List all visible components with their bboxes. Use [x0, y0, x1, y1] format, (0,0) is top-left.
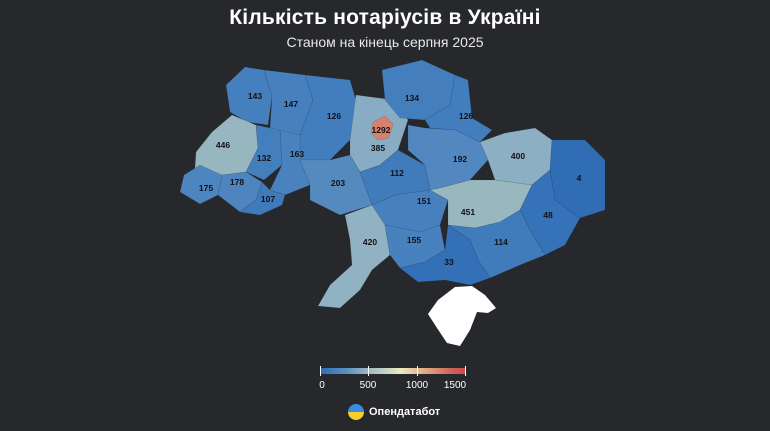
label-sumy: 126	[459, 111, 473, 121]
label-ivano-frankivsk: 178	[230, 177, 244, 187]
label-mykolaiv: 155	[407, 235, 421, 245]
label-lviv: 446	[216, 140, 230, 150]
label-kherson: 33	[444, 257, 454, 267]
label-zhytomyr: 126	[327, 111, 341, 121]
label-ternopil: 132	[257, 153, 271, 163]
region-zaporizhzhia	[447, 209, 546, 279]
opendatabot-logo-icon	[348, 404, 364, 420]
legend-tick-0	[320, 366, 321, 376]
label-cherkasy: 112	[390, 168, 404, 178]
region-khmelnytskyi	[269, 129, 311, 196]
label-rivne: 147	[284, 99, 298, 109]
label-luhansk: 4	[577, 173, 582, 183]
brand: Опендатабот	[348, 404, 440, 420]
label-kyiv-oblast: 385	[371, 143, 385, 153]
crimea	[428, 286, 496, 346]
label-kirovohrad: 151	[417, 196, 431, 206]
color-scale-legend	[320, 368, 466, 374]
label-vinnytsia: 203	[331, 178, 345, 188]
region-volyn	[225, 66, 273, 126]
label-kyiv-city: 1292	[372, 125, 391, 135]
legend-label-0: 0	[319, 380, 325, 391]
label-odesa: 420	[363, 237, 377, 247]
region-kyiv-city	[370, 115, 394, 141]
brand-name: Опендатабот	[369, 406, 441, 418]
label-volyn: 143	[248, 91, 262, 101]
label-khmelnytskyi: 163	[290, 149, 304, 159]
legend-label-1000: 1000	[405, 380, 429, 391]
label-chernivtsi: 107	[261, 194, 275, 204]
label-kharkiv: 400	[511, 151, 525, 161]
label-zakarpattia: 175	[199, 183, 213, 193]
map-subtitle: Станом на кінець серпня 2025	[286, 34, 484, 50]
label-poltava: 192	[453, 154, 467, 164]
label-donetsk: 48	[543, 210, 553, 220]
label-zaporizhzhia: 114	[494, 237, 508, 247]
region-odesa	[317, 204, 391, 309]
legend-label-1500: 1500	[443, 380, 467, 391]
legend-tick-1500	[465, 366, 466, 376]
region-kherson	[399, 224, 491, 286]
map-title: Кількість нотаріусів в Україні	[229, 6, 541, 29]
region-chernivtsi	[239, 181, 286, 216]
legend-tick-1000	[417, 366, 418, 376]
legend-tick-500	[368, 366, 369, 376]
label-chernihiv: 134	[405, 93, 419, 103]
legend-label-500: 500	[359, 380, 377, 391]
label-dnipropetrovsk: 451	[461, 207, 475, 217]
